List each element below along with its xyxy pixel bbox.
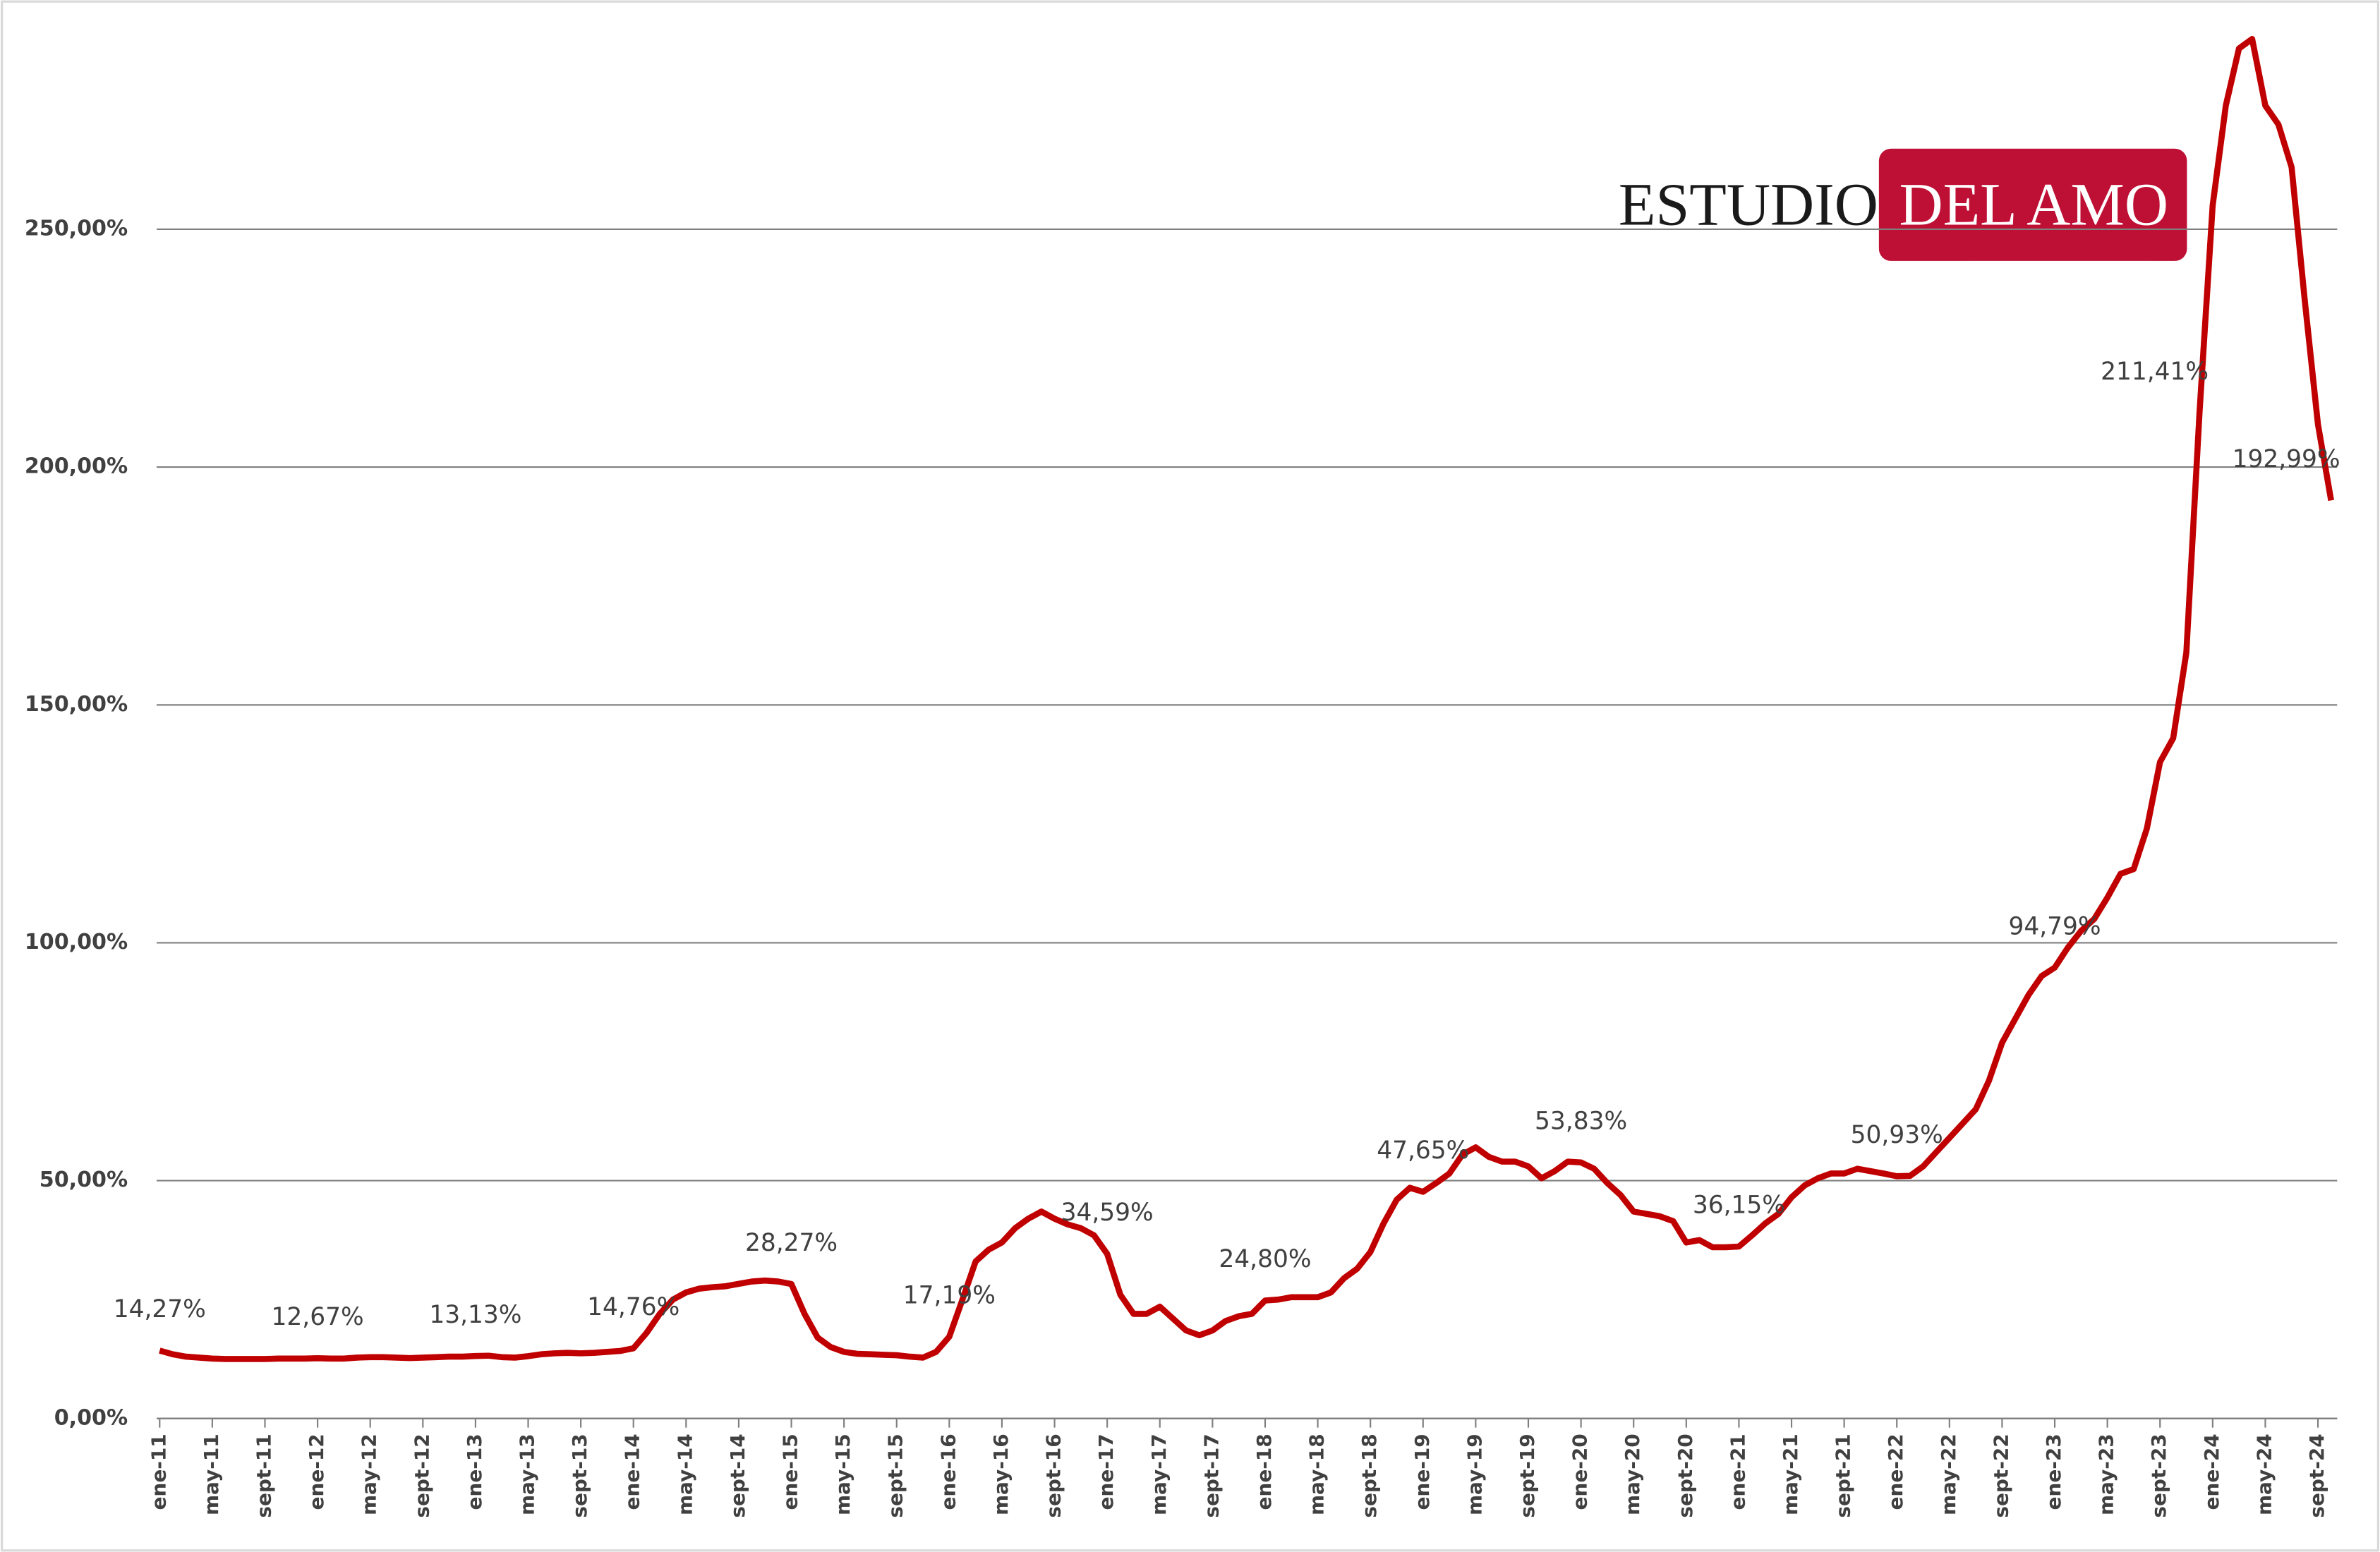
x-tick-label: ene-19: [1411, 1433, 1434, 1510]
x-tick-label: sept-12: [410, 1433, 433, 1517]
data-label: 47,65%: [1377, 1136, 1469, 1165]
data-label: 14,76%: [587, 1293, 679, 1321]
x-tick-label: may-24: [2252, 1433, 2276, 1515]
data-label: 50,93%: [1851, 1121, 1943, 1149]
y-tick-label: 50,00%: [40, 1168, 128, 1192]
x-tick-label: ene-22: [1884, 1433, 1907, 1510]
x-tick-label: sept-18: [1358, 1433, 1381, 1517]
data-label: 34,59%: [1061, 1199, 1154, 1227]
logo-left: ESTUDIO: [1619, 170, 1878, 238]
x-tick-label: sept-15: [884, 1433, 907, 1517]
x-tick-label: ene-17: [1094, 1433, 1118, 1510]
x-tick-label: may-23: [2095, 1433, 2118, 1515]
x-tick-label: may-11: [200, 1433, 223, 1515]
x-tick-label: may-20: [1621, 1433, 1644, 1515]
x-tick-label: may-12: [358, 1433, 381, 1515]
x-tick-label: sept-20: [1674, 1433, 1697, 1517]
x-tick-label: ene-23: [2042, 1433, 2065, 1510]
x-tick-label: sept-16: [1042, 1433, 1065, 1517]
logo-box: [1878, 148, 2187, 261]
x-tick-label: sept-22: [1989, 1433, 2012, 1517]
data-label: 94,79%: [2008, 912, 2101, 940]
x-tick-label: ene-11: [147, 1433, 170, 1510]
data-label: 36,15%: [1693, 1192, 1785, 1220]
y-tick-label: 150,00%: [25, 692, 128, 717]
data-label: 12,67%: [272, 1303, 364, 1331]
x-tick-label: may-13: [516, 1433, 539, 1515]
data-label: 17,19%: [903, 1282, 996, 1310]
x-tick-label: may-22: [1937, 1433, 1960, 1515]
x-tick-label: ene-20: [1569, 1433, 1592, 1510]
data-label: 192,99%: [2233, 445, 2340, 473]
x-tick-label: ene-18: [1252, 1433, 1276, 1510]
y-tick-label: 100,00%: [25, 930, 128, 954]
x-tick-label: may-16: [989, 1433, 1013, 1515]
x-tick-label: sept-11: [252, 1433, 275, 1517]
data-label: 28,27%: [745, 1229, 838, 1257]
x-tick-label: ene-14: [621, 1433, 644, 1510]
x-tick-label: sept-23: [2147, 1433, 2170, 1517]
x-tick-label: sept-14: [726, 1433, 749, 1517]
x-tick-label: ene-24: [2200, 1433, 2223, 1510]
x-tick-label: sept-21: [1832, 1433, 1855, 1517]
x-tick-label: ene-13: [463, 1433, 486, 1510]
data-label: 211,41%: [2101, 358, 2209, 386]
y-tick-label: 0,00%: [54, 1405, 128, 1430]
x-tick-label: may-17: [1147, 1433, 1171, 1515]
y-tick-label: 250,00%: [25, 216, 128, 241]
x-tick-label: sept-17: [1200, 1433, 1223, 1517]
x-tick-label: ene-12: [305, 1433, 328, 1510]
logo-right: DEL AMO: [1899, 170, 2168, 238]
x-tick-label: may-18: [1305, 1433, 1329, 1515]
data-label: 24,80%: [1219, 1245, 1311, 1273]
data-label: 14,27%: [114, 1295, 206, 1323]
data-line: [159, 35, 2334, 1362]
x-tick-label: sept-19: [1516, 1433, 1539, 1517]
x-tick-label: may-14: [673, 1433, 696, 1515]
logo: ESTUDIO DEL AMO: [1619, 148, 2187, 261]
x-tick-label: ene-16: [936, 1433, 960, 1510]
x-tick-label: sept-24: [2305, 1433, 2328, 1517]
x-tick-label: may-19: [1463, 1433, 1486, 1515]
x-tick-label: may-15: [831, 1433, 854, 1515]
y-tick-label: 200,00%: [25, 454, 128, 479]
x-tick-label: sept-13: [568, 1433, 591, 1517]
x-tick-label: may-21: [1779, 1433, 1802, 1515]
data-label: 53,83%: [1535, 1107, 1627, 1135]
data-label: 13,13%: [429, 1301, 521, 1329]
x-tick-label: ene-15: [779, 1433, 802, 1510]
x-tick-label: ene-21: [1726, 1433, 1749, 1510]
